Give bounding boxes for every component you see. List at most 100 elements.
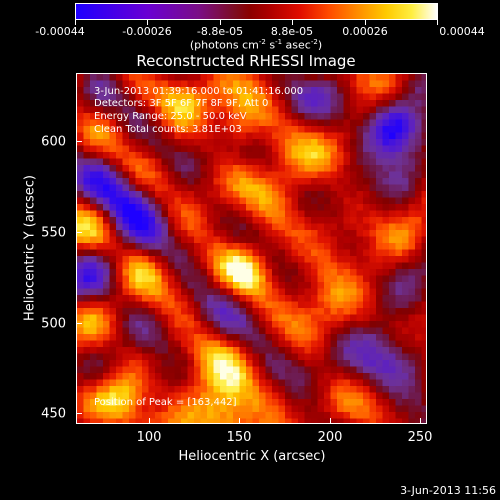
image-pixel (109, 165, 117, 172)
image-pixel (135, 106, 143, 114)
image-pixel (200, 334, 208, 341)
image-pixel (96, 93, 104, 101)
image-pixel (129, 314, 136, 322)
image-pixel (402, 262, 409, 270)
image-pixel (226, 353, 234, 361)
image-pixel (369, 236, 377, 244)
image-pixel (285, 379, 292, 387)
image-pixel (239, 87, 247, 94)
image-pixel (330, 106, 338, 114)
image-pixel (187, 301, 195, 309)
image-pixel (324, 308, 331, 315)
image-pixel (155, 275, 162, 283)
image-pixel (304, 399, 312, 406)
image-pixel (421, 379, 426, 387)
image-pixel (311, 379, 318, 387)
image-pixel (181, 275, 188, 283)
image-pixel (213, 158, 221, 166)
image-pixel (317, 132, 325, 140)
image-pixel (265, 236, 273, 244)
image-pixel (77, 418, 84, 423)
image-pixel (389, 217, 396, 224)
image-pixel (168, 236, 175, 244)
image-pixel (311, 145, 318, 153)
image-pixel (376, 158, 383, 166)
image-pixel (408, 80, 416, 88)
image-pixel (194, 392, 201, 400)
image-pixel (96, 301, 104, 309)
image-pixel (278, 217, 286, 224)
image-pixel (311, 191, 318, 198)
image-pixel (200, 184, 208, 192)
image-pixel (181, 282, 188, 289)
image-pixel (90, 405, 97, 413)
image-pixel (181, 412, 188, 419)
image-pixel (265, 217, 273, 224)
image-pixel (285, 301, 292, 309)
image-pixel (207, 145, 214, 153)
image-pixel (135, 93, 143, 101)
image-pixel (369, 191, 377, 198)
image-pixel (148, 204, 156, 211)
image-pixel (337, 379, 344, 387)
x-tick-mark (239, 418, 240, 424)
image-pixel (109, 301, 117, 309)
image-pixel (83, 87, 91, 94)
image-pixel (408, 269, 416, 276)
image-pixel (207, 282, 214, 289)
image-pixel (161, 334, 169, 341)
image-pixel (161, 171, 169, 179)
image-pixel (233, 210, 240, 218)
image-pixel (135, 301, 143, 309)
image-pixel (363, 171, 370, 179)
image-pixel (343, 139, 351, 146)
image-pixel (389, 405, 396, 413)
image-pixel (363, 340, 370, 348)
image-pixel (181, 243, 188, 250)
image-pixel (350, 204, 357, 211)
image-pixel (350, 184, 357, 192)
image-pixel (278, 178, 286, 185)
image-pixel (421, 93, 426, 101)
image-pixel (90, 282, 97, 289)
image-pixel (311, 256, 318, 263)
image-pixel (395, 301, 403, 309)
image-pixel (161, 197, 169, 205)
image-pixel (109, 295, 117, 302)
image-pixel (246, 100, 253, 107)
image-pixel (200, 113, 208, 120)
image-pixel (116, 93, 123, 101)
image-pixel (337, 139, 344, 146)
image-pixel (155, 288, 162, 296)
image-pixel (389, 100, 396, 107)
image-pixel (350, 158, 357, 166)
image-pixel (363, 243, 370, 250)
image-pixel (402, 360, 409, 367)
image-pixel (369, 184, 377, 192)
image-pixel (233, 217, 240, 224)
image-pixel (239, 340, 247, 348)
image-pixel (129, 74, 136, 81)
image-pixel (337, 353, 344, 361)
image-pixel (239, 223, 247, 231)
y-tick-label: 550 (41, 225, 66, 241)
image-pixel (220, 340, 227, 348)
image-pixel (109, 412, 117, 419)
image-pixel (148, 327, 156, 335)
image-pixel (233, 113, 240, 120)
image-pixel (116, 295, 123, 302)
image-pixel (363, 119, 370, 127)
image-pixel (77, 145, 84, 153)
image-pixel (317, 139, 325, 146)
image-pixel (83, 256, 91, 263)
image-pixel (259, 386, 266, 393)
image-pixel (187, 191, 195, 198)
image-pixel (83, 74, 91, 81)
image-pixel (324, 165, 331, 172)
image-pixel (90, 93, 97, 101)
image-pixel (337, 126, 344, 133)
image-pixel (181, 197, 188, 205)
image-pixel (174, 217, 182, 224)
image-pixel (252, 340, 260, 348)
image-pixel (174, 360, 182, 367)
